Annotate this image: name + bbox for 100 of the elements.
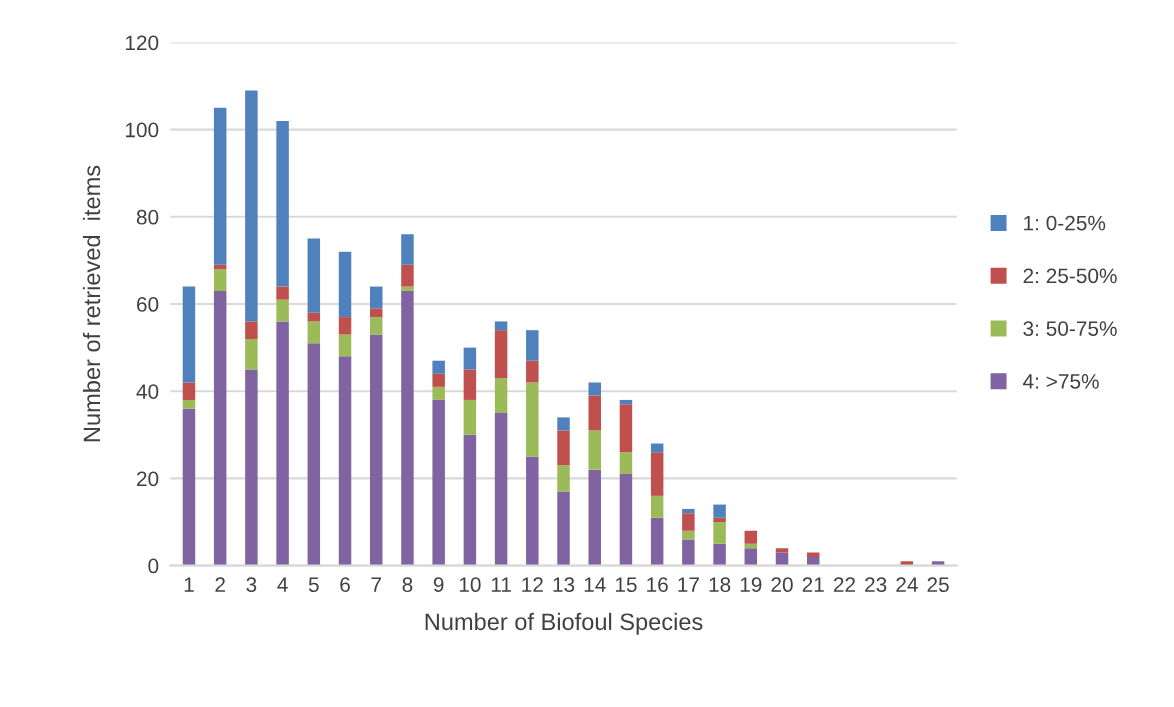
x-tick-label: 6 [340, 577, 350, 593]
x-tick-label: 3 [246, 577, 257, 593]
bar [682, 508, 695, 514]
bar [432, 399, 445, 566]
x-tick-label: 19 [740, 577, 762, 593]
bar [370, 317, 383, 335]
bar [526, 456, 539, 566]
legend-label: 4: >75% [1023, 374, 1099, 389]
x-tick-label: 24 [896, 577, 918, 592]
bar [463, 347, 477, 370]
bar [526, 330, 539, 361]
bar [650, 495, 664, 518]
y-tick-label: 80 [136, 209, 159, 225]
bar [588, 430, 601, 470]
bar [494, 378, 508, 414]
bar [182, 408, 196, 566]
x-tick-label: 10 [459, 577, 481, 593]
bar [338, 356, 352, 566]
legend-label: 3: 50-75% [1023, 321, 1117, 336]
x-tick-label: 15 [615, 577, 637, 593]
bar [463, 399, 477, 435]
bar [557, 430, 570, 466]
bar [588, 395, 601, 431]
bar [682, 539, 695, 566]
bar [682, 530, 695, 540]
x-tick-label: 23 [865, 577, 887, 593]
y-tick-label: 100 [125, 122, 159, 138]
bar [276, 120, 289, 287]
x-tick-label: 9 [433, 577, 444, 593]
bar [307, 321, 321, 344]
bar [182, 286, 196, 383]
bar [557, 417, 570, 431]
bar [370, 334, 383, 566]
bar [276, 286, 289, 300]
bar [245, 90, 258, 322]
bar [307, 238, 321, 313]
x-tick-label: 25 [927, 577, 949, 593]
bar [213, 107, 227, 265]
x-axis-title: Number of Biofoul Species [425, 612, 703, 635]
bar [682, 513, 695, 531]
x-tick-label: 12 [522, 577, 543, 592]
bar [276, 299, 289, 322]
bar [526, 382, 539, 457]
y-tick-label: 60 [137, 297, 159, 312]
legend-label: 2: 25-50% [1023, 268, 1117, 284]
y-axis-title: Number of retrieved items [82, 165, 101, 442]
bar [370, 286, 383, 309]
y-tick-label: 0 [148, 558, 159, 574]
x-tick-label: 7 [371, 577, 381, 592]
x-tick-label: 5 [308, 577, 319, 593]
bar [182, 382, 196, 400]
bar [494, 321, 508, 331]
x-tick-label: 17 [678, 577, 699, 592]
bar [557, 465, 570, 492]
bar [494, 413, 508, 566]
bar [182, 399, 196, 409]
bar [713, 522, 726, 544]
x-tick-label: 4 [277, 577, 288, 592]
bar [588, 469, 601, 566]
bar [744, 548, 758, 566]
x-tick-label: 16 [647, 577, 668, 593]
x-tick-label: 20 [771, 577, 793, 593]
bar [775, 548, 789, 553]
bar [713, 543, 726, 566]
bar [370, 308, 383, 318]
bar [494, 330, 508, 379]
bar [401, 286, 414, 291]
x-tick-label: 8 [402, 577, 413, 593]
x-tick-label: 22 [833, 577, 855, 592]
bar [463, 369, 477, 400]
bar [338, 251, 352, 318]
bar [401, 290, 414, 566]
bar [557, 491, 570, 566]
x-tick-label: 1 [184, 577, 194, 592]
bar [245, 338, 258, 370]
bar [713, 504, 726, 518]
y-tick-label: 120 [125, 35, 159, 51]
bar [432, 360, 445, 374]
x-tick-label: 13 [553, 577, 575, 593]
x-tick-label: 11 [491, 577, 511, 592]
bar [650, 517, 664, 566]
bar [744, 530, 758, 544]
x-tick-label: 2 [215, 577, 225, 592]
x-tick-label: 14 [584, 577, 606, 592]
bar [588, 382, 601, 396]
bar [619, 474, 633, 566]
bar [213, 290, 227, 566]
bar [650, 452, 664, 496]
bar [463, 434, 477, 566]
bar [401, 234, 414, 265]
bar [245, 369, 258, 566]
y-tick-label: 40 [136, 384, 159, 399]
bar [713, 517, 726, 522]
bar [213, 269, 227, 291]
x-tick-label: 21 [802, 577, 824, 592]
bar [619, 452, 633, 475]
bar [338, 334, 352, 357]
legend-label: 1: 0-25% [1024, 215, 1106, 231]
bar [526, 360, 539, 383]
bar [245, 321, 258, 339]
